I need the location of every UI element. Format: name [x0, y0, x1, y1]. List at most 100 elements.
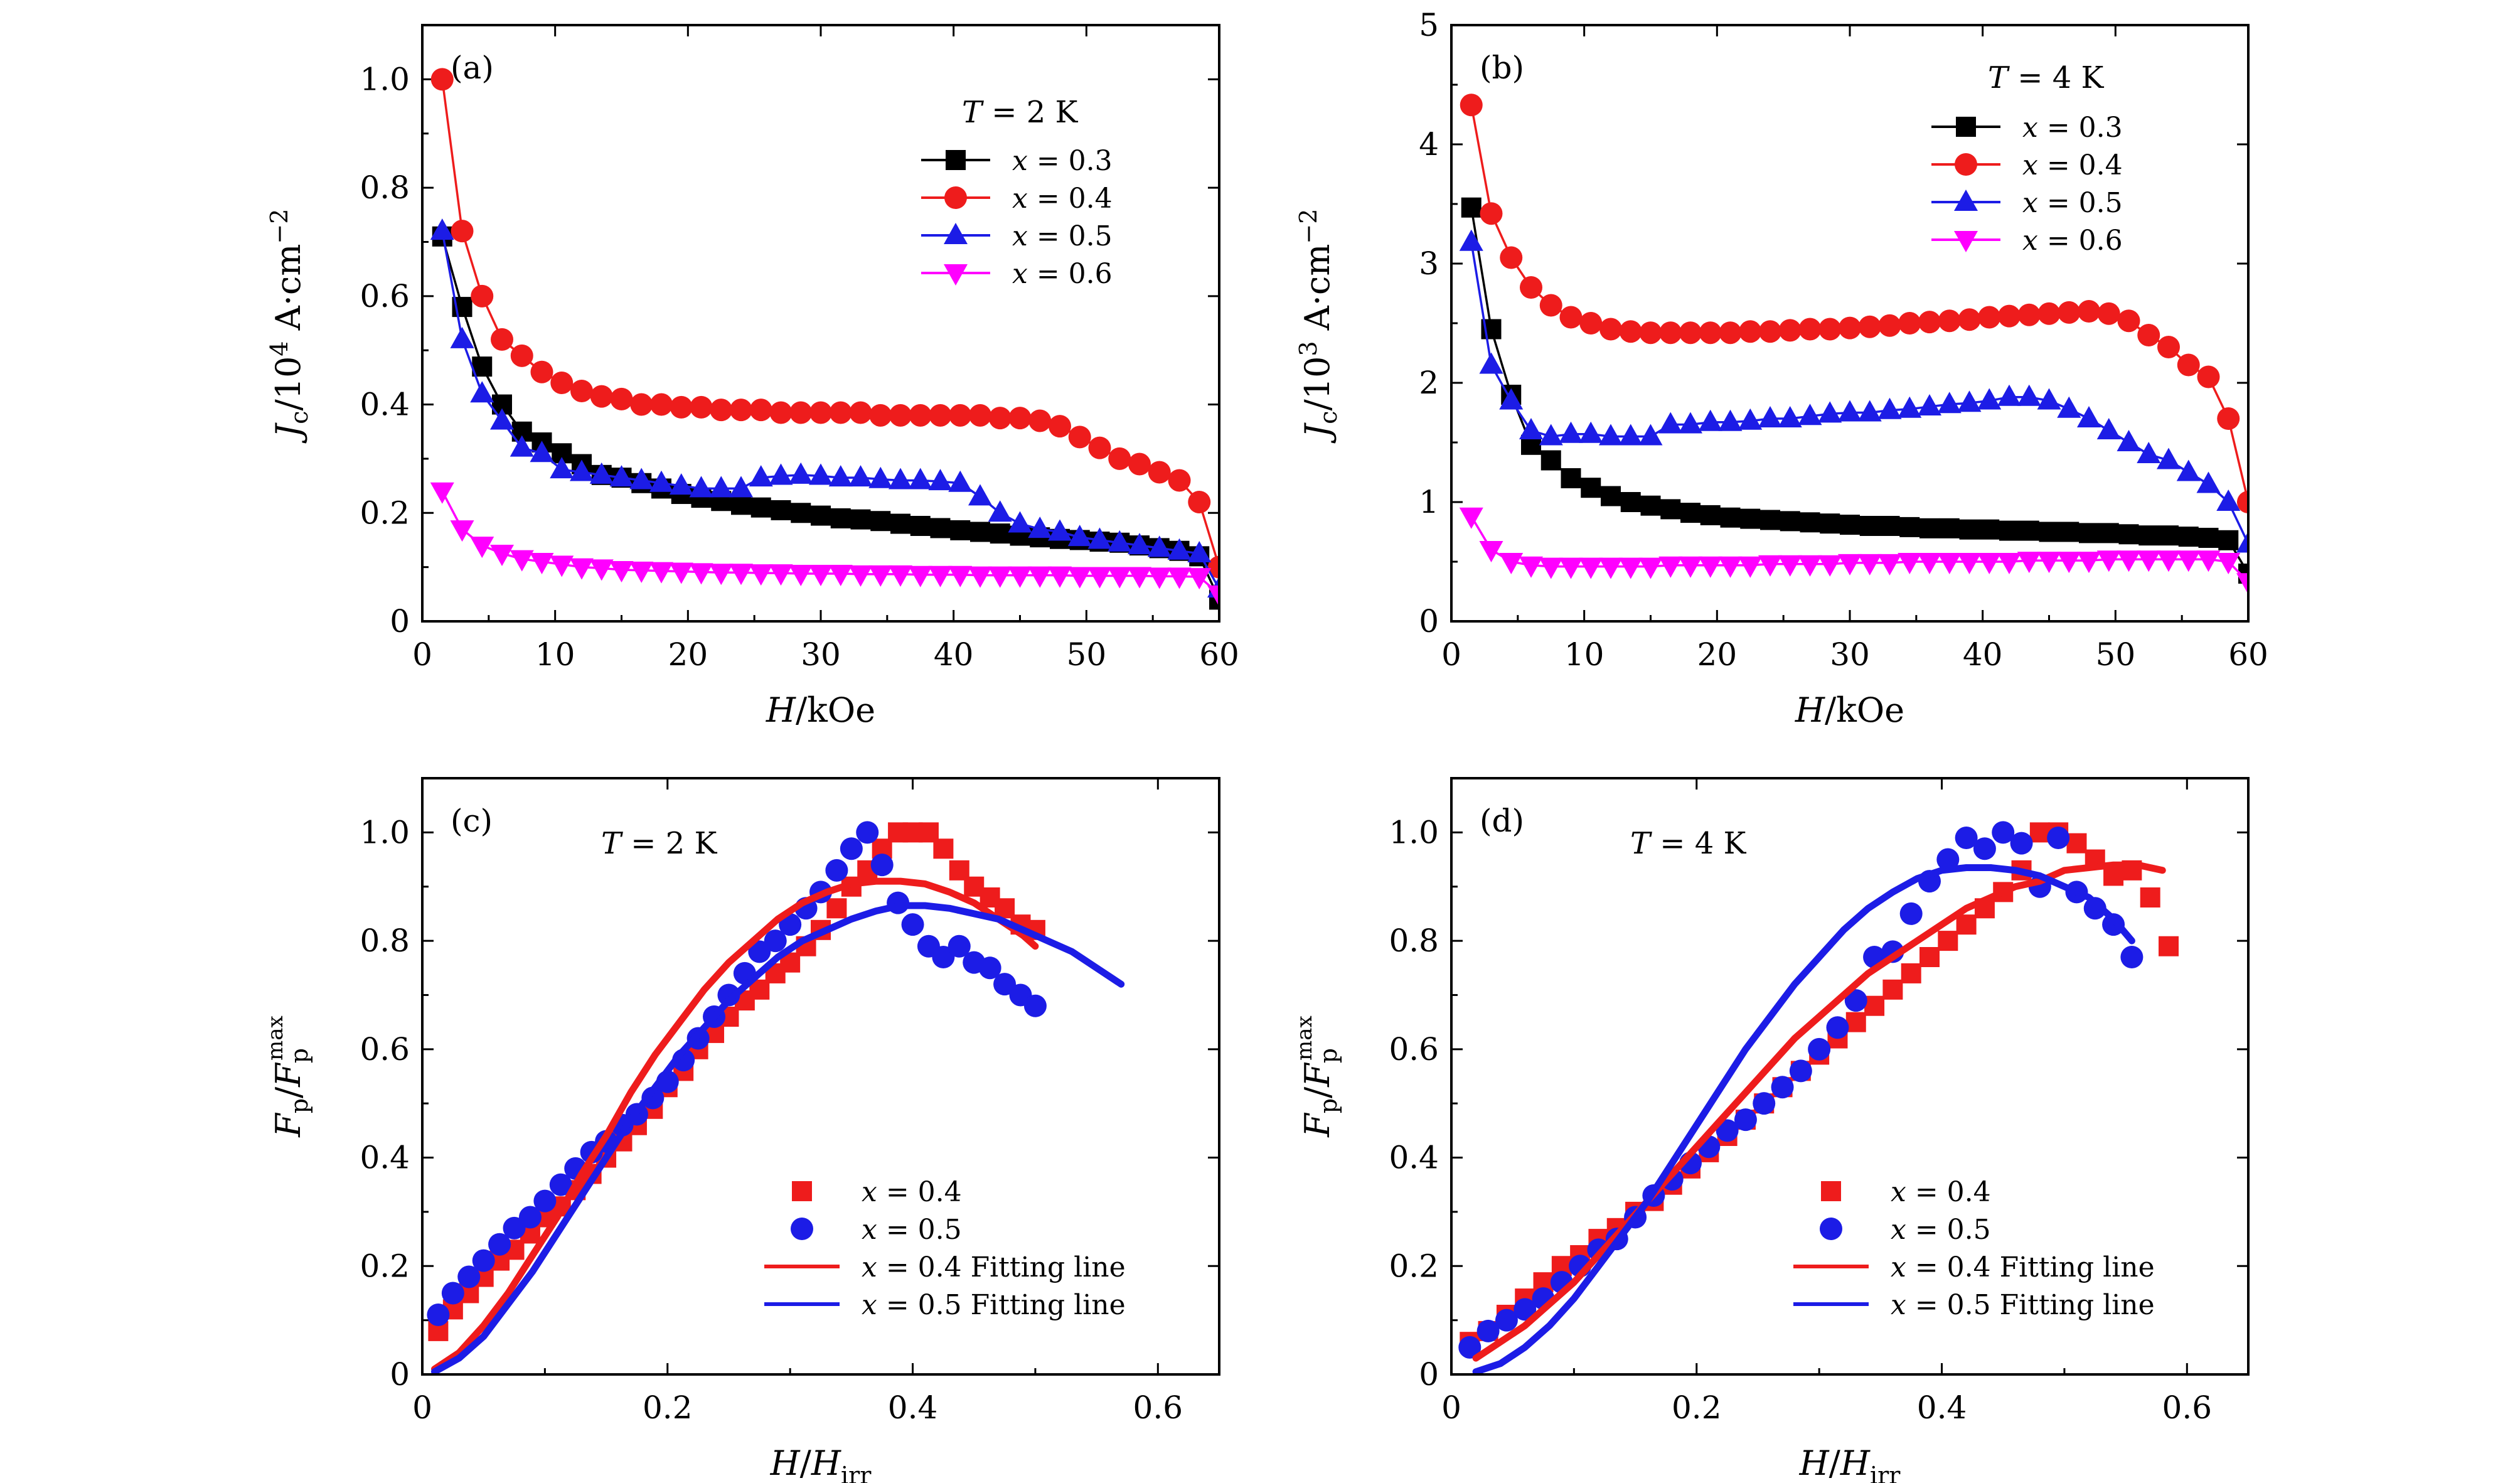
data-point [948, 470, 973, 492]
data-point [1028, 517, 1052, 538]
y-tick-label: 0.4 [1389, 1140, 1439, 1176]
data-point [2098, 523, 2119, 543]
data-point [1918, 553, 1941, 574]
data-point [1068, 426, 1091, 449]
data-point [689, 476, 713, 498]
data-point [2177, 353, 2200, 377]
data-point [490, 408, 514, 430]
data-point [430, 218, 454, 240]
data-point [1699, 321, 1722, 345]
legend-label: x = 0.4 [862, 1176, 962, 1208]
y-tick-label: 0 [390, 603, 410, 640]
series-line [1470, 242, 2248, 545]
data-point [750, 497, 771, 518]
data-point [1700, 505, 1721, 525]
y-tick-label: 0.6 [360, 278, 410, 314]
data-point [1839, 316, 1861, 340]
data-point [2217, 407, 2240, 430]
x-tick-label: 20 [668, 636, 708, 673]
data-point [1759, 320, 1781, 343]
data-point [1168, 469, 1191, 492]
data-point [530, 360, 553, 383]
data-point [2077, 406, 2101, 427]
data-point [589, 462, 614, 484]
panel-label: (b) [1480, 50, 1524, 86]
data-point [949, 404, 972, 427]
data-point [1936, 848, 1960, 871]
data-point [491, 328, 513, 351]
series-2 [1472, 861, 2166, 1362]
data-point [2157, 447, 2181, 469]
data-point [1520, 276, 1542, 299]
data-point [1479, 352, 1503, 374]
y-tick-label: 1.0 [1389, 814, 1439, 850]
data-point [1758, 555, 1782, 577]
plot-frame [1450, 24, 2250, 623]
legend-marker [1954, 190, 1978, 211]
data-point [1957, 390, 1982, 412]
data-point [689, 563, 713, 585]
data-point [589, 559, 614, 581]
data-point [1719, 321, 1742, 345]
x-tick-label: 0 [1441, 1389, 1461, 1426]
series-1 [430, 68, 1219, 579]
data-point [968, 484, 992, 506]
data-point [1973, 837, 1996, 860]
data-point [1859, 516, 1880, 536]
data-point [868, 466, 893, 488]
data-point [1087, 567, 1112, 589]
data-point [710, 399, 733, 422]
data-point [669, 473, 693, 495]
data-point [610, 387, 633, 410]
data-point [2029, 822, 2050, 843]
y-axis-label: Fp/Fpmax [1292, 1015, 1342, 1137]
data-point [929, 404, 952, 427]
data-point [533, 1189, 557, 1213]
legend-label: x = 0.5 [1891, 1214, 1991, 1246]
series-2 [431, 877, 1039, 1373]
data-point [948, 565, 973, 587]
x-tick-label: 0.4 [1917, 1389, 1967, 1426]
fitting-line [1472, 861, 2166, 1362]
data-point [2097, 302, 2120, 325]
data-point [530, 553, 554, 574]
data-point [1838, 554, 1862, 576]
data-point [1778, 555, 1802, 577]
panel-label: (c) [451, 803, 493, 839]
x-tick-label: 60 [1199, 636, 1239, 673]
data-point [1808, 1037, 1831, 1061]
data-point [550, 372, 574, 394]
data-point [1581, 478, 1601, 498]
data-point [1798, 318, 1822, 341]
data-point [1877, 397, 1902, 419]
data-point [2057, 396, 2081, 418]
y-tick-label: 5 [1419, 7, 1439, 43]
data-point [2218, 530, 2239, 550]
data-point [450, 326, 474, 348]
data-point [530, 441, 554, 463]
series-3 [1459, 507, 2248, 595]
data-point [2019, 520, 2039, 541]
data-point [890, 513, 910, 534]
x-tick-label: 50 [2096, 636, 2136, 673]
data-point [889, 404, 912, 427]
data-point [1937, 392, 1962, 414]
data-point [1187, 541, 1212, 563]
data-point [2117, 430, 2141, 451]
data-point [2058, 301, 2081, 324]
data-point [1698, 409, 1722, 431]
data-point [950, 520, 971, 540]
data-point [1067, 567, 1092, 589]
series-2 [1459, 229, 2248, 553]
legend-label: x = 0.5 Fitting line [1891, 1289, 2155, 1321]
data-point [1638, 424, 1663, 446]
data-point [629, 561, 654, 583]
data-point [503, 1216, 526, 1239]
y-tick-label: 4 [1419, 126, 1439, 163]
legend-marker [944, 264, 968, 286]
data-point [1838, 400, 1862, 422]
legend-label: x = 0.4 [1012, 183, 1113, 215]
data-point [2176, 459, 2201, 481]
data-point [1857, 400, 1882, 422]
y-tick-label: 0.2 [1389, 1248, 1439, 1284]
